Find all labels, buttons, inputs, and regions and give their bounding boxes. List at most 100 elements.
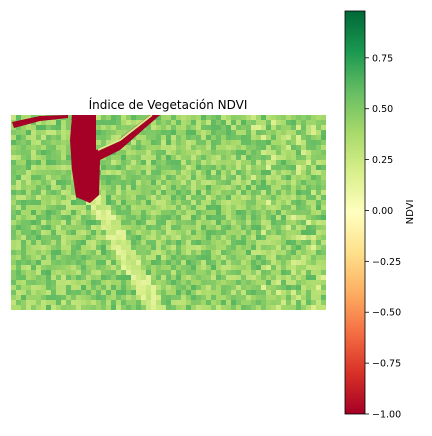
ndvi-pixel — [131, 225, 137, 231]
ndvi-pixel — [91, 300, 97, 306]
ndvi-pixel — [61, 220, 67, 226]
ndvi-pixel — [296, 215, 302, 221]
ndvi-pixel — [256, 255, 262, 261]
ndvi-pixel — [281, 210, 287, 216]
ndvi-pixel — [301, 270, 307, 276]
ndvi-pixel — [61, 290, 67, 296]
ndvi-pixel — [106, 130, 112, 136]
ndvi-pixel — [136, 235, 142, 241]
ndvi-pixel — [166, 230, 172, 236]
ndvi-pixel — [56, 300, 62, 306]
ndvi-pixel — [246, 115, 252, 121]
ndvi-pixel — [56, 135, 62, 141]
ndvi-pixel — [131, 145, 137, 151]
ndvi-pixel — [141, 145, 147, 151]
ndvi-pixel — [136, 225, 142, 231]
ndvi-pixel — [321, 280, 326, 286]
ndvi-pixel — [181, 220, 187, 226]
ndvi-pixel — [281, 135, 287, 141]
ndvi-pixel — [236, 260, 242, 266]
ndvi-pixel — [226, 165, 232, 171]
ndvi-pixel — [241, 245, 247, 251]
ndvi-pixel — [221, 245, 227, 251]
ndvi-pixel — [56, 210, 62, 216]
ndvi-pixel — [26, 280, 32, 286]
ndvi-pixel — [261, 175, 267, 181]
ndvi-pixel — [151, 180, 157, 186]
ndvi-pixel — [196, 290, 202, 296]
ndvi-pixel — [31, 220, 37, 226]
ndvi-pixel — [226, 140, 232, 146]
ndvi-pixel — [36, 285, 42, 291]
ndvi-pixel — [196, 295, 202, 301]
ndvi-pixel — [261, 160, 267, 166]
ndvi-pixel — [221, 140, 227, 146]
ndvi-pixel — [266, 195, 272, 201]
ndvi-pixel — [41, 265, 47, 271]
ndvi-pixel — [76, 230, 82, 236]
ndvi-pixel — [306, 240, 312, 246]
ndvi-pixel — [291, 140, 297, 146]
ndvi-pixel — [246, 270, 252, 276]
ndvi-pixel — [136, 200, 142, 206]
ndvi-pixel — [306, 195, 312, 201]
ndvi-pixel — [211, 190, 217, 196]
ndvi-pixel — [221, 190, 227, 196]
ndvi-pixel — [231, 280, 237, 286]
ndvi-pixel — [151, 230, 157, 236]
ndvi-pixel — [211, 235, 217, 241]
ndvi-pixel — [11, 170, 17, 176]
ndvi-pixel — [181, 215, 187, 221]
ndvi-pixel — [256, 180, 262, 186]
ndvi-pixel — [241, 240, 247, 246]
ndvi-pixel — [271, 240, 277, 246]
ndvi-pixel — [136, 165, 142, 171]
ndvi-pixel — [21, 170, 27, 176]
ndvi-pixel — [121, 285, 127, 291]
ndvi-pixel — [121, 280, 127, 286]
ndvi-pixel — [21, 300, 27, 306]
ndvi-pixel — [41, 190, 47, 196]
ndvi-pixel — [166, 190, 172, 196]
ndvi-pixel — [321, 165, 326, 171]
ndvi-pixel — [46, 190, 52, 196]
ndvi-pixel — [26, 235, 32, 241]
ndvi-pixel — [266, 265, 272, 271]
ndvi-pixel — [126, 220, 132, 226]
ndvi-pixel — [16, 295, 22, 301]
ndvi-pixel — [286, 215, 292, 221]
ndvi-pixel — [226, 225, 232, 231]
ndvi-pixel — [301, 230, 307, 236]
ndvi-pixel — [316, 235, 322, 241]
ndvi-pixel — [206, 155, 212, 161]
ndvi-pixel — [76, 280, 82, 286]
ndvi-pixel — [196, 195, 202, 201]
ndvi-pixel — [221, 255, 227, 261]
ndvi-pixel — [41, 305, 47, 310]
ndvi-pixel — [121, 270, 127, 276]
ndvi-pixel — [71, 300, 77, 306]
ndvi-pixel — [286, 195, 292, 201]
ndvi-pixel — [186, 295, 192, 301]
ndvi-pixel — [131, 275, 137, 281]
ndvi-pixel — [46, 145, 52, 151]
ndvi-pixel — [196, 175, 202, 181]
ndvi-pixel — [156, 285, 162, 291]
ndvi-pixel — [116, 270, 122, 276]
ndvi-pixel — [56, 145, 62, 151]
ndvi-pixel — [176, 160, 182, 166]
ndvi-pixel — [146, 185, 152, 191]
ndvi-pixel — [51, 145, 57, 151]
ndvi-pixel — [281, 175, 287, 181]
ndvi-pixel — [236, 285, 242, 291]
ndvi-pixel — [271, 215, 277, 221]
ndvi-pixel — [146, 135, 152, 141]
ndvi-pixel — [116, 220, 122, 226]
ndvi-pixel — [66, 145, 72, 151]
ndvi-pixel — [151, 160, 157, 166]
ndvi-pixel — [161, 170, 167, 176]
ndvi-pixel — [286, 115, 292, 121]
ndvi-pixel — [16, 130, 22, 136]
ndvi-pixel — [131, 240, 137, 246]
ndvi-pixel — [151, 215, 157, 221]
